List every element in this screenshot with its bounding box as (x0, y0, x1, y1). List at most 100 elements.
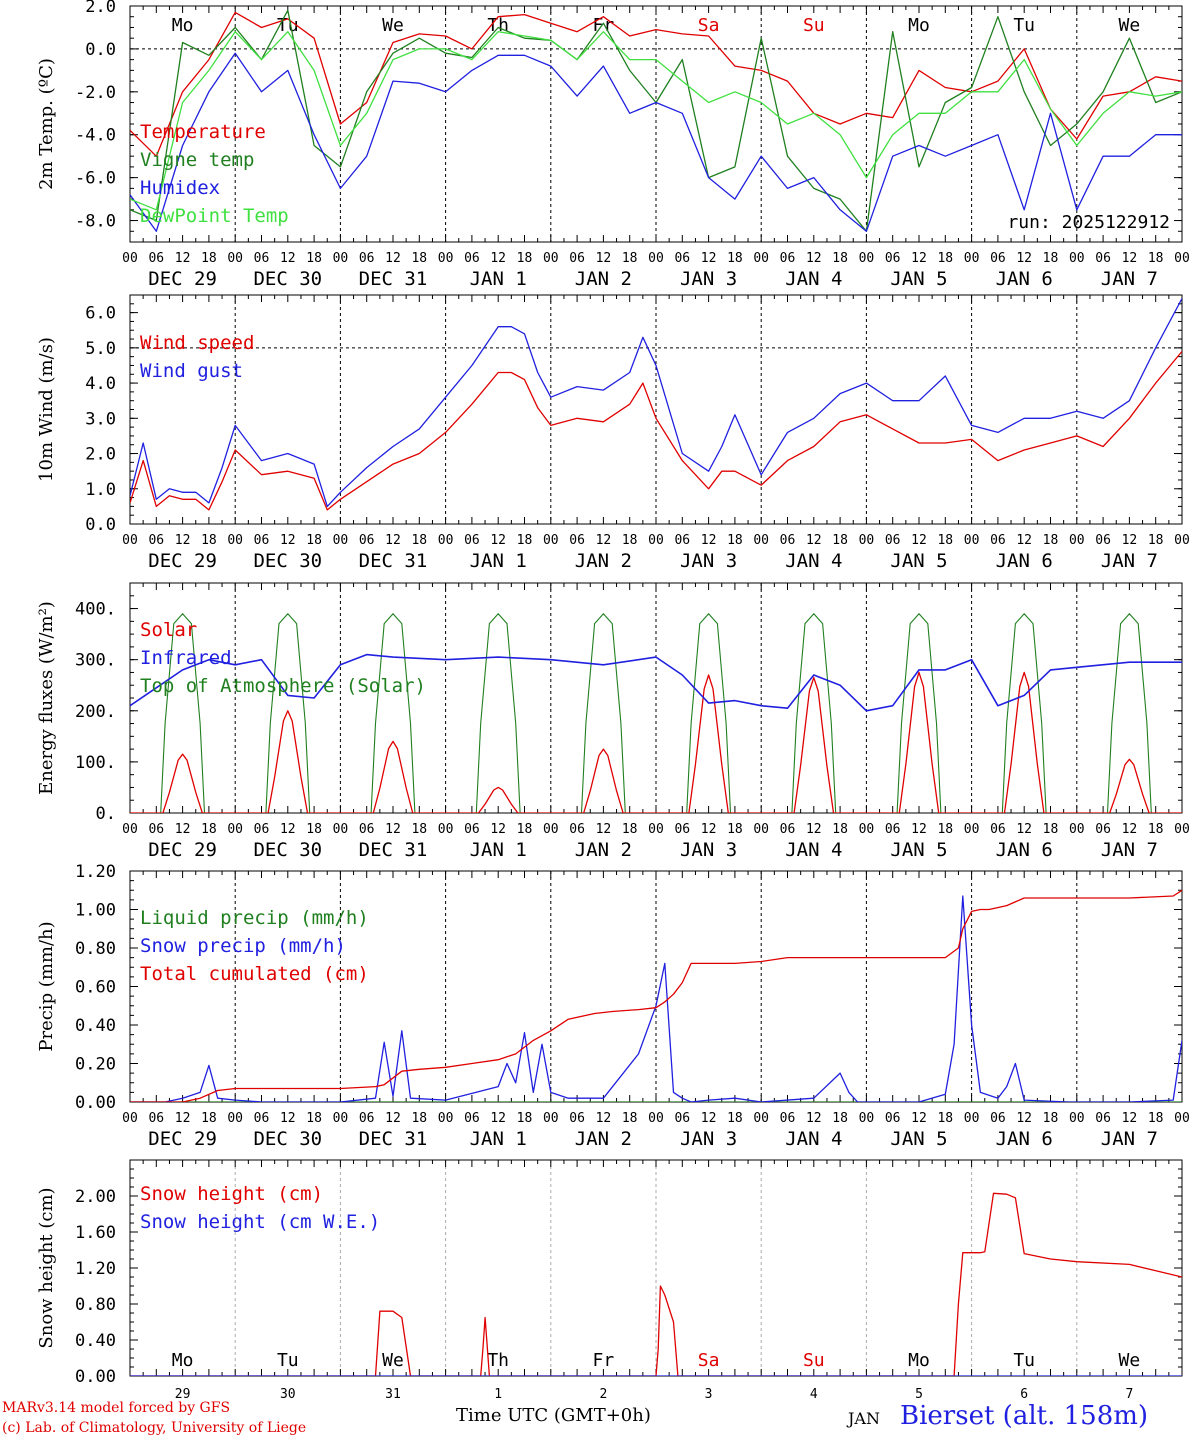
date-label: JAN 6 (996, 1128, 1053, 1150)
y-tick-label: 0.0 (85, 515, 116, 535)
credit-line-1: MARv3.14 model forced by GFS (2, 1400, 231, 1416)
hour-tick-label: 12 (175, 533, 191, 548)
hour-tick-label: 18 (201, 822, 217, 837)
date-label: JAN 4 (785, 839, 842, 861)
hour-tick-label: 00 (753, 533, 769, 548)
y-tick-label: 5.0 (85, 339, 116, 359)
hour-tick-label: 00 (122, 822, 138, 837)
series-group (130, 613, 1182, 813)
hour-tick-label: 00 (964, 822, 980, 837)
series-dewpoint-temp (130, 31, 1182, 211)
date-label: JAN 1 (470, 839, 527, 861)
hour-tick-label: 00 (1174, 251, 1190, 266)
hour-tick-label: 18 (1148, 822, 1164, 837)
hour-tick-label: 06 (1095, 251, 1111, 266)
hour-tick-label: 12 (911, 1111, 927, 1126)
legend-entry: Wind gust (140, 360, 243, 382)
hour-tick-label: 12 (701, 822, 717, 837)
hour-tick-label: 06 (148, 1111, 164, 1126)
hour-tick-label: 18 (306, 533, 322, 548)
hour-tick-label: 00 (1174, 1111, 1190, 1126)
hour-tick-label: 18 (727, 822, 743, 837)
panel-snow: 0.00 0.40 0.80 1.20 1.60 2.00 Snow height (cm)… (36, 1159, 1183, 1402)
y-tick-label: 0.60 (75, 978, 116, 998)
date-label: JAN 5 (890, 268, 947, 290)
hour-tick-label: 00 (648, 533, 664, 548)
date-label: JAN 2 (575, 839, 632, 861)
hour-tick-label: 12 (1016, 533, 1032, 548)
panel-energy: 0. 100. 200. 300. 400. Energy fluxes (W/m²) 00… (36, 582, 1190, 861)
hour-tick-label: 00 (648, 822, 664, 837)
hour-tick-label: 18 (411, 1111, 427, 1126)
weekday-label: Sa (698, 15, 720, 36)
weekday-label: Mo (172, 15, 194, 36)
hour-tick-label: 12 (701, 1111, 717, 1126)
hour-tick-label: 12 (280, 1111, 296, 1126)
hour-tick-label: 12 (806, 822, 822, 837)
hour-tick-label: 00 (438, 1111, 454, 1126)
y-axis-label: 10m Wind (m/s) (36, 337, 57, 482)
hour-tick-label: 18 (1148, 533, 1164, 548)
hour-tick-label: 06 (359, 533, 375, 548)
hour-tick-label: 18 (832, 533, 848, 548)
hour-tick-label: 00 (122, 251, 138, 266)
hour-tick-label: 12 (385, 1111, 401, 1126)
day-number-label: 2 (599, 1387, 607, 1402)
y-tick-label: 0.0 (85, 40, 116, 60)
hour-tick-label: 06 (569, 1111, 585, 1126)
series-wind-speed (130, 350, 1182, 511)
station-label: Bierset (alt. 158m) (900, 1401, 1149, 1431)
hour-tick-label: 12 (490, 251, 506, 266)
day-number-label: 4 (810, 1387, 818, 1402)
hour-tick-label: 18 (411, 533, 427, 548)
hour-tick-label: 00 (964, 533, 980, 548)
hour-tick-label: 06 (990, 251, 1006, 266)
hour-tick-label: 00 (1069, 1111, 1085, 1126)
hour-tick-label: 06 (674, 822, 690, 837)
hour-tick-label: 06 (254, 251, 270, 266)
hour-tick-label: 12 (490, 822, 506, 837)
hour-tick-label: 00 (438, 251, 454, 266)
hour-tick-label: 06 (780, 1111, 796, 1126)
hour-tick-label: 06 (254, 1111, 270, 1126)
hour-tick-label: 12 (701, 533, 717, 548)
y-tick-label: 0.00 (75, 1367, 116, 1387)
weekday-label: Mo (908, 15, 930, 36)
y-tick-label: 0.40 (75, 1331, 116, 1351)
hour-tick-label: 12 (490, 533, 506, 548)
hour-tick-label: 00 (1069, 533, 1085, 548)
hour-tick-label: 18 (517, 533, 533, 548)
hour-tick-label: 12 (175, 251, 191, 266)
date-label: DEC 29 (148, 839, 217, 861)
hour-tick-label: 12 (1122, 822, 1138, 837)
hour-tick-label: 12 (911, 822, 927, 837)
hour-tick-label: 18 (622, 251, 638, 266)
hour-tick-label: 06 (1095, 822, 1111, 837)
day-number-label: 29 (175, 1387, 191, 1402)
hour-tick-label: 00 (859, 1111, 875, 1126)
weekday-label: Fr (593, 1350, 615, 1371)
credit-line-2: (c) Lab. of Climatology, University of L… (2, 1420, 307, 1436)
day-number-label: 7 (1125, 1387, 1133, 1402)
series-group (130, 889, 1182, 1102)
hour-tick-label: 12 (490, 1111, 506, 1126)
series-group (130, 298, 1182, 511)
hour-tick-label: 06 (569, 822, 585, 837)
hour-tick-label: 06 (1095, 1111, 1111, 1126)
hour-tick-label: 00 (1174, 822, 1190, 837)
hour-tick-label: 18 (1148, 1111, 1164, 1126)
day-number-label: 31 (385, 1387, 401, 1402)
date-label: DEC 31 (359, 550, 428, 572)
date-label: DEC 29 (148, 550, 217, 572)
hour-tick-label: 06 (148, 822, 164, 837)
y-tick-label: 0.80 (75, 1295, 116, 1315)
hour-tick-label: 12 (1016, 1111, 1032, 1126)
legend-entry: Infrared (140, 647, 232, 669)
y-tick-label: -6.0 (75, 169, 116, 189)
hour-tick-label: 00 (543, 533, 559, 548)
hour-tick-label: 00 (1069, 251, 1085, 266)
hour-tick-label: 00 (964, 1111, 980, 1126)
hour-tick-label: 12 (806, 533, 822, 548)
y-tick-label: 4.0 (85, 374, 116, 394)
y-tick-label: 1.00 (75, 901, 116, 921)
